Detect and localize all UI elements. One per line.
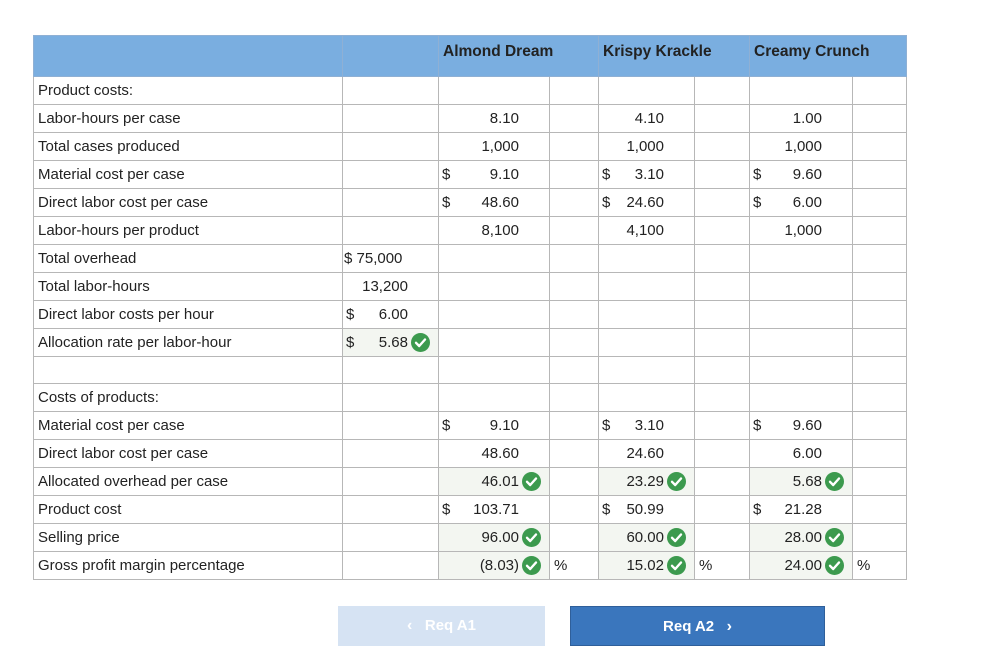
input-cell[interactable]: 8.10: [438, 104, 550, 133]
col-header-creamy-crunch: Creamy Crunch: [749, 35, 907, 77]
table-row: Labor-hours per product 8,100 4,100 1,00…: [33, 216, 907, 245]
input-cell[interactable]: 15.02: [598, 551, 695, 580]
check-circle-icon: [667, 472, 686, 491]
row-label: Total overhead: [33, 244, 343, 273]
row-label: Direct labor cost per case: [33, 188, 343, 217]
check-circle-icon: [411, 333, 430, 352]
percent-unit: %: [852, 551, 907, 580]
table-row: Direct labor cost per case 48.60 24.60 6…: [33, 439, 907, 468]
check-circle-icon: [522, 528, 541, 547]
row-label: Direct labor costs per hour: [33, 300, 343, 329]
input-cell[interactable]: $24.60: [598, 188, 695, 217]
input-cell[interactable]: $9.10: [438, 411, 550, 440]
input-cell[interactable]: $ 75,000: [342, 244, 439, 273]
check-circle-icon: [522, 556, 541, 575]
input-cell[interactable]: (8.03): [438, 551, 550, 580]
input-cell[interactable]: 4.10: [598, 104, 695, 133]
input-cell[interactable]: 23.29: [598, 467, 695, 496]
row-label: Product cost: [33, 495, 343, 524]
section-row: Costs of products:: [33, 383, 907, 412]
row-label: Allocated overhead per case: [33, 467, 343, 496]
row-label: Total cases produced: [33, 132, 343, 161]
input-cell[interactable]: $9.60: [749, 160, 853, 189]
chevron-right-icon: ›: [726, 618, 732, 635]
check-circle-icon: [825, 472, 844, 491]
check-circle-icon: [667, 528, 686, 547]
next-req-button[interactable]: Req A2 ›: [570, 606, 825, 646]
input-cell[interactable]: $6.00: [342, 300, 439, 329]
row-label: Material cost per case: [33, 160, 343, 189]
percent-unit: %: [694, 551, 750, 580]
row-label: Direct labor cost per case: [33, 439, 343, 468]
row-label: Labor-hours per case: [33, 104, 343, 133]
table-row: Direct labor cost per case $48.60 $24.60…: [33, 188, 907, 217]
check-circle-icon: [825, 528, 844, 547]
table-row: Selling price 96.00 60.00 28.00: [33, 523, 907, 552]
row-label: Gross profit margin percentage: [33, 551, 343, 580]
input-cell[interactable]: $5.68: [342, 328, 439, 357]
table-row: Labor-hours per case 8.10 4.10 1.00: [33, 104, 907, 133]
input-cell[interactable]: 5.68: [749, 467, 853, 496]
table-row: Product cost $103.71 $50.99 $21.28: [33, 495, 907, 524]
chevron-left-icon: ‹: [407, 617, 413, 634]
input-cell[interactable]: 60.00: [598, 523, 695, 552]
input-cell[interactable]: $3.10: [598, 160, 695, 189]
row-label: Total labor-hours: [33, 272, 343, 301]
table-row: Allocation rate per labor-hour $5.68: [33, 328, 907, 357]
input-cell[interactable]: 4,100: [598, 216, 695, 245]
table-row: Allocated overhead per case 46.01 23.29 …: [33, 467, 907, 496]
row-label: Selling price: [33, 523, 343, 552]
col-header-krispy-krackle: Krispy Krackle: [598, 35, 750, 77]
input-cell[interactable]: $6.00: [749, 188, 853, 217]
header-row: Almond Dream Krispy Krackle Creamy Crunc…: [33, 35, 907, 77]
section-row: Product costs:: [33, 76, 907, 105]
col-header-almond-dream: Almond Dream: [438, 35, 599, 77]
spacer-row: [33, 356, 907, 384]
input-cell[interactable]: $103.71: [438, 495, 550, 524]
section-label-costs-of-products: Costs of products:: [33, 383, 343, 412]
table-row: Material cost per case $9.10 $3.10 $9.60: [33, 411, 907, 440]
input-cell[interactable]: 1,000: [749, 216, 853, 245]
prev-req-label: Req A1: [424, 617, 476, 634]
row-label: Material cost per case: [33, 411, 343, 440]
check-circle-icon: [667, 556, 686, 575]
input-cell[interactable]: 13,200: [342, 272, 439, 301]
section-label-product-costs: Product costs:: [33, 76, 343, 105]
input-cell[interactable]: 24.60: [598, 439, 695, 468]
input-cell[interactable]: $48.60: [438, 188, 550, 217]
input-cell[interactable]: 8,100: [438, 216, 550, 245]
input-cell[interactable]: 1.00: [749, 104, 853, 133]
check-circle-icon: [522, 472, 541, 491]
table-row: Gross profit margin percentage (8.03) % …: [33, 551, 907, 580]
table-row: Total labor-hours 13,200: [33, 272, 907, 301]
input-cell[interactable]: 46.01: [438, 467, 550, 496]
table-row: Total overhead $ 75,000: [33, 244, 907, 273]
header-blank: [342, 35, 439, 77]
row-label: Labor-hours per product: [33, 216, 343, 245]
table-row: Material cost per case $9.10 $3.10 $9.60: [33, 160, 907, 189]
input-cell[interactable]: $9.60: [749, 411, 853, 440]
input-cell[interactable]: 1,000: [438, 132, 550, 161]
input-cell[interactable]: 28.00: [749, 523, 853, 552]
header-blank: [33, 35, 343, 77]
table-row: Total cases produced 1,000 1,000 1,000: [33, 132, 907, 161]
row-label: Allocation rate per labor-hour: [33, 328, 343, 357]
input-cell[interactable]: 1,000: [749, 132, 853, 161]
worksheet-table: Almond Dream Krispy Krackle Creamy Crunc…: [33, 35, 907, 580]
input-cell[interactable]: 1,000: [598, 132, 695, 161]
input-cell[interactable]: 24.00: [749, 551, 853, 580]
check-circle-icon: [825, 556, 844, 575]
input-cell[interactable]: $9.10: [438, 160, 550, 189]
input-cell[interactable]: $50.99: [598, 495, 695, 524]
input-cell[interactable]: $21.28: [749, 495, 853, 524]
table-row: Direct labor costs per hour $6.00: [33, 300, 907, 329]
input-cell[interactable]: 48.60: [438, 439, 550, 468]
next-req-label: Req A2: [663, 618, 715, 635]
prev-req-button[interactable]: ‹ Req A1: [338, 606, 545, 646]
percent-unit: %: [549, 551, 599, 580]
input-cell[interactable]: 6.00: [749, 439, 853, 468]
input-cell[interactable]: 96.00: [438, 523, 550, 552]
input-cell[interactable]: $3.10: [598, 411, 695, 440]
